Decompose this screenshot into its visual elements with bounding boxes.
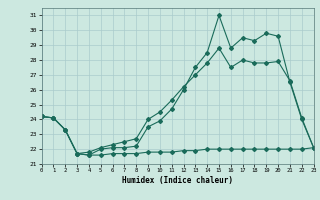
- X-axis label: Humidex (Indice chaleur): Humidex (Indice chaleur): [122, 176, 233, 185]
